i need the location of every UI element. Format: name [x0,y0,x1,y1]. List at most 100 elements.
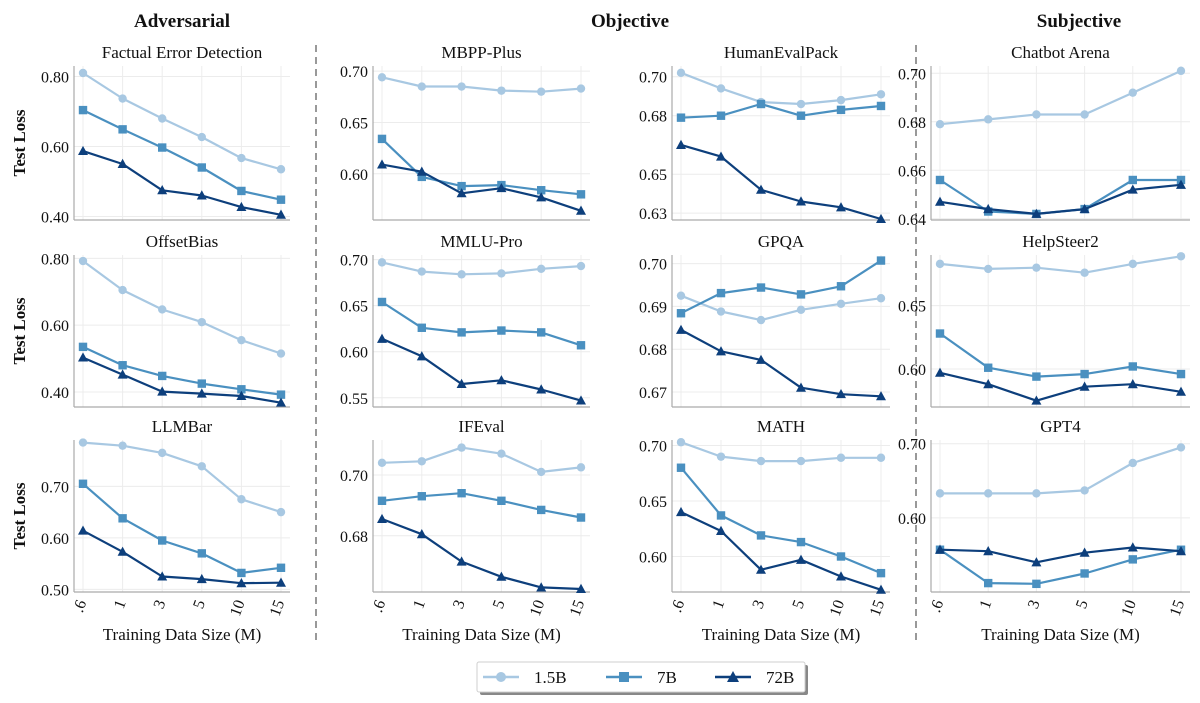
data-point [377,333,387,343]
data-point [716,452,726,461]
data-point [935,544,945,554]
y-tick-label: 0.70 [639,70,667,87]
data-point [276,209,286,219]
data-point [1176,66,1186,76]
data-point [377,258,387,267]
data-point [236,201,247,212]
series-line-7b [680,259,882,315]
y-tick-label: 0.60 [41,140,69,157]
data-point [576,341,586,350]
series-line-72b [82,356,282,404]
data-point [876,256,886,265]
data-point [935,329,945,338]
data-point [416,166,427,176]
data-point [676,438,686,447]
data-point [1032,263,1041,272]
data-point [158,371,167,381]
y-tick-label: 0.67 [639,385,667,402]
data-point [78,145,88,156]
data-point [716,288,726,298]
data-point [537,264,546,274]
data-point [756,531,766,540]
panel-gpt4: GPT4 0.60 0.70 .6 1 3 5 10 15 Training Data Size … [898,417,1190,644]
y-axis-label: Test Loss [10,482,29,549]
series-line-1-5b [82,260,282,355]
data-point [836,388,846,399]
data-point [416,351,427,361]
data-point [1128,555,1137,564]
data-point [457,328,466,337]
data-point [117,369,128,379]
data-point [1128,458,1138,468]
data-point [836,453,846,462]
data-point [935,259,945,269]
data-point [1176,443,1186,452]
series-line-1-5b [381,446,582,473]
series-7b [78,105,286,204]
data-point [935,367,945,377]
data-point [796,196,806,206]
series-1-5b [377,443,586,477]
data-point [836,299,846,309]
y-tick-label: 0.60 [340,167,368,184]
data-point [197,462,206,471]
data-point [276,165,286,174]
data-point [796,99,806,109]
data-point [983,546,994,556]
series-line-1-5b [940,446,1182,495]
panel-title-chatbot-arena: Chatbot Arena [1011,43,1110,62]
data-point [537,505,546,515]
data-point [1127,542,1138,552]
data-point [536,582,547,592]
data-point [118,361,127,370]
series-7b [377,134,586,199]
data-point [377,297,387,307]
data-point [276,390,286,399]
y-tick-label: 0.70 [898,66,926,83]
data-point [576,205,586,215]
x-tick-label: .6 [369,598,389,615]
data-point [1079,381,1090,391]
y-tick-label: 0.68 [898,115,926,132]
panel-title-mbpp-plus: MBPP-Plus [441,43,521,62]
series-line-72b [939,371,1182,402]
data-point [935,196,945,206]
data-point [276,577,286,587]
legend-marker-1-5b [496,672,506,682]
series-1-5b [676,68,886,109]
series-7b [377,297,586,350]
data-point [496,571,507,581]
data-point [537,87,546,96]
data-point [1128,362,1137,371]
legend-label-72b: 72B [766,668,794,687]
y-tick-label: 0.70 [340,64,368,81]
data-point [118,514,127,523]
data-point [157,386,168,396]
series-72b [78,525,286,588]
data-point [935,175,945,185]
data-point [536,192,547,202]
data-point [417,492,426,501]
data-point [236,578,247,588]
panel-title-math: MATH [757,417,805,436]
series-72b [78,352,286,407]
data-point [236,390,247,400]
series-72b [377,333,586,405]
data-point [796,382,806,392]
series-line-7b [939,178,1181,215]
data-point [118,125,127,134]
series-line-72b [381,337,582,402]
data-point [456,188,467,198]
y-tick-label: 0.69 [639,299,667,316]
data-point [118,94,127,103]
data-point [576,395,586,405]
data-point [1031,557,1042,567]
series-line-72b [939,183,1182,215]
data-point [796,554,806,564]
data-point [497,269,506,278]
series-7b [935,329,1186,381]
panel-math: MATH 0.60 0.65 0.70 .6 1 3 5 10 15 Training Data S… [639,417,890,644]
series-line-72b [939,546,1182,564]
data-point [716,307,726,316]
data-point [196,190,207,200]
